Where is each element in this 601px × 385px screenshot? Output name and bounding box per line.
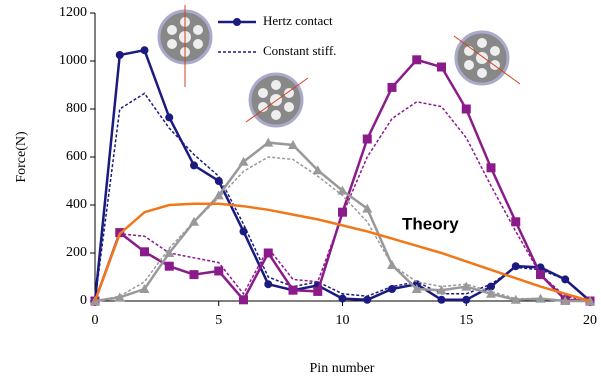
marker (388, 83, 397, 92)
marker (313, 287, 322, 296)
marker (412, 55, 421, 64)
marker (233, 18, 241, 26)
marker (438, 296, 446, 304)
bearing-image (159, 5, 211, 87)
marker (462, 105, 471, 114)
y-axis-title: Force(N) (14, 131, 29, 183)
marker (512, 262, 520, 270)
marker (190, 161, 198, 169)
marker (116, 51, 124, 59)
marker (536, 270, 545, 279)
x-axis-title: Pin number (310, 361, 375, 376)
marker (140, 247, 149, 256)
marker (165, 262, 174, 271)
marker (214, 267, 223, 276)
marker (437, 63, 446, 72)
y-tick-label: 1200 (59, 5, 87, 20)
marker (363, 296, 371, 304)
marker (289, 286, 298, 295)
bearing-image (246, 74, 308, 126)
page: Force(N) Pin number 02004006008001000120… (0, 0, 601, 385)
y-tick-label: 1000 (59, 53, 87, 68)
x-tick-label: 15 (459, 313, 473, 328)
chart: Force(N) Pin number 02004006008001000120… (0, 0, 601, 385)
marker (190, 270, 199, 279)
y-tick-label: 600 (66, 149, 87, 164)
marker (339, 295, 347, 303)
x-tick-label: 0 (92, 313, 99, 328)
marker (462, 296, 470, 304)
y-tick-label: 200 (66, 245, 87, 260)
marker (239, 295, 248, 304)
y-tick-label: 0 (80, 293, 87, 308)
marker (264, 280, 272, 288)
x-tick-label: 10 (336, 313, 350, 328)
x-tick-label: 5 (215, 313, 222, 328)
marker (141, 46, 149, 54)
bearing-image (454, 32, 520, 84)
marker (487, 163, 496, 172)
x-tick-label: 20 (583, 313, 597, 328)
marker (165, 113, 173, 121)
y-tick-label: 400 (66, 197, 87, 212)
legend-label: Hertz contact (263, 13, 333, 28)
y-tick-label: 800 (66, 101, 87, 116)
marker (363, 135, 372, 144)
legend-label: Constant stiff. (263, 43, 336, 58)
series-label: Theory (402, 214, 459, 233)
series-line (95, 102, 590, 301)
